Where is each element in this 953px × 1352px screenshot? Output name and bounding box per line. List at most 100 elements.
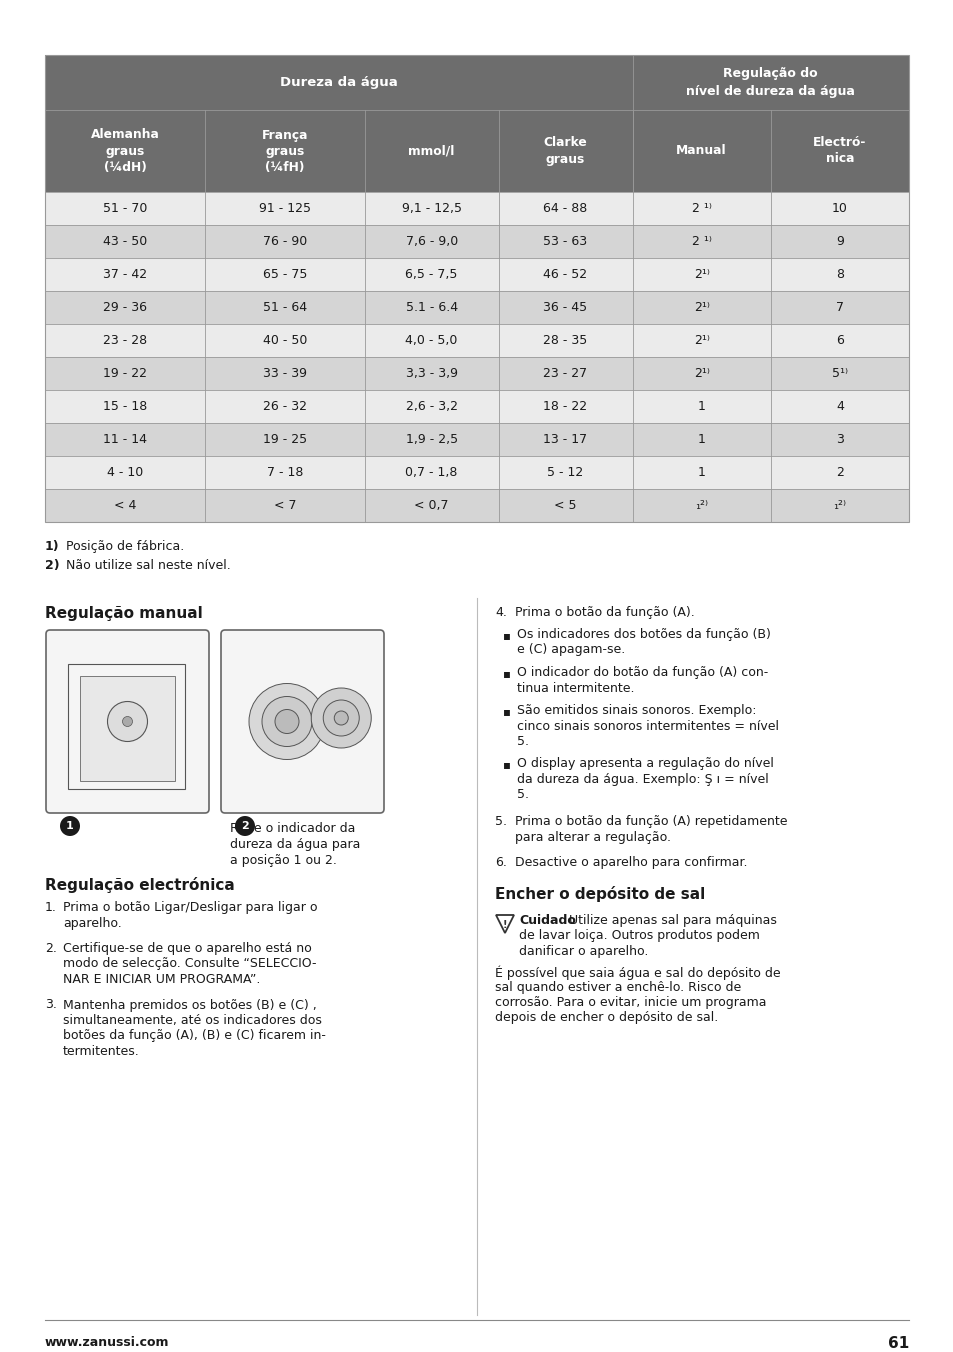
Bar xyxy=(45,423,908,456)
Text: Regulação manual: Regulação manual xyxy=(45,606,203,621)
Text: Utilize apenas sal para máquinas: Utilize apenas sal para máquinas xyxy=(564,914,776,927)
Circle shape xyxy=(249,684,325,760)
Text: 13 - 17: 13 - 17 xyxy=(543,433,587,446)
Text: 1: 1 xyxy=(697,466,705,479)
Text: O indicador do botão da função (A) con-: O indicador do botão da função (A) con- xyxy=(517,667,767,679)
Bar xyxy=(45,389,908,423)
Circle shape xyxy=(323,700,359,735)
Text: 15 - 18: 15 - 18 xyxy=(103,400,147,412)
Text: Regulação do
nível de dureza da água: Regulação do nível de dureza da água xyxy=(685,68,854,97)
Text: NAR E INICIAR UM PROGRAMA”.: NAR E INICIAR UM PROGRAMA”. xyxy=(63,973,260,986)
Text: Electró-
nica: Electró- nica xyxy=(812,137,865,165)
Text: 7 - 18: 7 - 18 xyxy=(266,466,303,479)
Text: 6,5 - 7,5: 6,5 - 7,5 xyxy=(405,268,457,281)
Bar xyxy=(45,192,908,224)
Text: depois de encher o depósito de sal.: depois de encher o depósito de sal. xyxy=(495,1011,718,1025)
Text: danificar o aparelho.: danificar o aparelho. xyxy=(518,945,648,959)
Text: 2: 2 xyxy=(241,821,249,831)
Text: 11 - 14: 11 - 14 xyxy=(103,433,147,446)
Text: 9,1 - 12,5: 9,1 - 12,5 xyxy=(401,201,461,215)
Text: Não utilize sal neste nível.: Não utilize sal neste nível. xyxy=(62,558,231,572)
FancyBboxPatch shape xyxy=(46,630,209,813)
Text: < 4: < 4 xyxy=(113,499,136,512)
Text: da dureza da água. Exemplo: Ş ı = nível: da dureza da água. Exemplo: Ş ı = nível xyxy=(517,773,768,786)
Text: 2 ¹⁾: 2 ¹⁾ xyxy=(691,235,711,247)
Bar xyxy=(45,224,908,258)
Text: 6.: 6. xyxy=(495,856,506,869)
Text: 5.: 5. xyxy=(495,815,506,827)
Text: Os indicadores dos botões da função (B): Os indicadores dos botões da função (B) xyxy=(517,627,770,641)
Text: 4 - 10: 4 - 10 xyxy=(107,466,143,479)
Text: 1: 1 xyxy=(66,821,73,831)
Circle shape xyxy=(274,710,298,734)
Text: 37 - 42: 37 - 42 xyxy=(103,268,147,281)
Text: 4,0 - 5,0: 4,0 - 5,0 xyxy=(405,334,457,347)
Text: 2¹⁾: 2¹⁾ xyxy=(693,268,709,281)
Text: 1: 1 xyxy=(697,400,705,412)
Text: 1,9 - 2,5: 1,9 - 2,5 xyxy=(405,433,457,446)
Text: 5.: 5. xyxy=(517,735,529,748)
Circle shape xyxy=(122,717,132,726)
Text: Prima o botão Ligar/Desligar para ligar o: Prima o botão Ligar/Desligar para ligar … xyxy=(63,900,317,914)
Text: 3.: 3. xyxy=(45,999,57,1011)
Text: Rode o indicador da: Rode o indicador da xyxy=(230,822,355,836)
Text: 65 - 75: 65 - 75 xyxy=(262,268,307,281)
Bar xyxy=(45,55,908,192)
Text: 76 - 90: 76 - 90 xyxy=(262,235,307,247)
Text: !: ! xyxy=(502,919,507,930)
Text: ▪: ▪ xyxy=(502,629,511,642)
Text: É possível que saia água e sal do depósito de: É possível que saia água e sal do depósi… xyxy=(495,965,780,979)
Bar xyxy=(45,357,908,389)
Text: 2): 2) xyxy=(45,558,59,572)
Text: botões da função (A), (B) e (C) ficarem in-: botões da função (A), (B) e (C) ficarem … xyxy=(63,1029,326,1042)
Text: de lavar loiça. Outros produtos podem: de lavar loiça. Outros produtos podem xyxy=(518,930,760,942)
Text: Regulação electrónica: Regulação electrónica xyxy=(45,877,234,894)
Text: mmol/l: mmol/l xyxy=(408,145,455,157)
Text: ₁²⁾: ₁²⁾ xyxy=(833,499,845,512)
Text: 2¹⁾: 2¹⁾ xyxy=(693,301,709,314)
Bar xyxy=(45,291,908,324)
Text: 5.: 5. xyxy=(517,788,529,802)
Text: corrosão. Para o evitar, inicie um programa: corrosão. Para o evitar, inicie um progr… xyxy=(495,996,765,1009)
Text: Posição de fábrica.: Posição de fábrica. xyxy=(62,539,184,553)
Text: aparelho.: aparelho. xyxy=(63,917,122,930)
Text: 4.: 4. xyxy=(495,606,506,619)
Text: O display apresenta a regulação do nível: O display apresenta a regulação do nível xyxy=(517,757,773,771)
Text: Manual: Manual xyxy=(676,145,726,157)
Text: 53 - 63: 53 - 63 xyxy=(543,235,587,247)
Text: 51 - 70: 51 - 70 xyxy=(103,201,147,215)
Text: 5.1 - 6.4: 5.1 - 6.4 xyxy=(405,301,457,314)
Text: Desactive o aparelho para confirmar.: Desactive o aparelho para confirmar. xyxy=(515,856,747,869)
Text: 40 - 50: 40 - 50 xyxy=(262,334,307,347)
Text: Mantenha premidos os botões (B) e (C) ,: Mantenha premidos os botões (B) e (C) , xyxy=(63,999,316,1011)
Text: 91 - 125: 91 - 125 xyxy=(258,201,311,215)
Text: 18 - 22: 18 - 22 xyxy=(543,400,587,412)
Text: 1.: 1. xyxy=(45,900,57,914)
Text: ▪: ▪ xyxy=(502,758,511,772)
Text: simultaneamente, até os indicadores dos: simultaneamente, até os indicadores dos xyxy=(63,1014,321,1028)
Text: 7,6 - 9,0: 7,6 - 9,0 xyxy=(405,235,457,247)
Text: para alterar a regulação.: para alterar a regulação. xyxy=(515,830,670,844)
Text: 29 - 36: 29 - 36 xyxy=(103,301,147,314)
Text: 10: 10 xyxy=(831,201,847,215)
Text: 7: 7 xyxy=(835,301,843,314)
FancyBboxPatch shape xyxy=(221,630,384,813)
Bar xyxy=(68,664,185,790)
Text: e (C) apagam-se.: e (C) apagam-se. xyxy=(517,644,624,657)
Text: ▪: ▪ xyxy=(502,704,511,718)
Text: ₁²⁾: ₁²⁾ xyxy=(695,499,707,512)
Text: 2¹⁾: 2¹⁾ xyxy=(693,366,709,380)
Text: 19 - 25: 19 - 25 xyxy=(262,433,307,446)
Text: sal quando estiver a enchê-lo. Risco de: sal quando estiver a enchê-lo. Risco de xyxy=(495,980,740,994)
Text: tinua intermitente.: tinua intermitente. xyxy=(517,681,634,695)
Text: 1: 1 xyxy=(697,433,705,446)
Circle shape xyxy=(262,696,312,746)
Text: 8: 8 xyxy=(835,268,843,281)
Circle shape xyxy=(334,711,348,725)
Bar xyxy=(45,456,908,489)
Text: Cuidado: Cuidado xyxy=(518,914,576,927)
Text: 26 - 32: 26 - 32 xyxy=(262,400,307,412)
Text: 2: 2 xyxy=(835,466,843,479)
Bar xyxy=(45,324,908,357)
Text: Prima o botão da função (A).: Prima o botão da função (A). xyxy=(515,606,694,619)
